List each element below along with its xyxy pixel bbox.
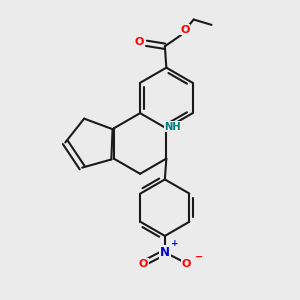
Text: NH: NH <box>165 122 181 132</box>
Text: O: O <box>135 37 144 47</box>
Text: O: O <box>180 25 190 34</box>
Text: O: O <box>182 259 191 269</box>
Text: O: O <box>139 259 148 269</box>
Text: N: N <box>160 246 170 259</box>
Text: −: − <box>195 252 203 262</box>
Text: +: + <box>171 239 178 248</box>
